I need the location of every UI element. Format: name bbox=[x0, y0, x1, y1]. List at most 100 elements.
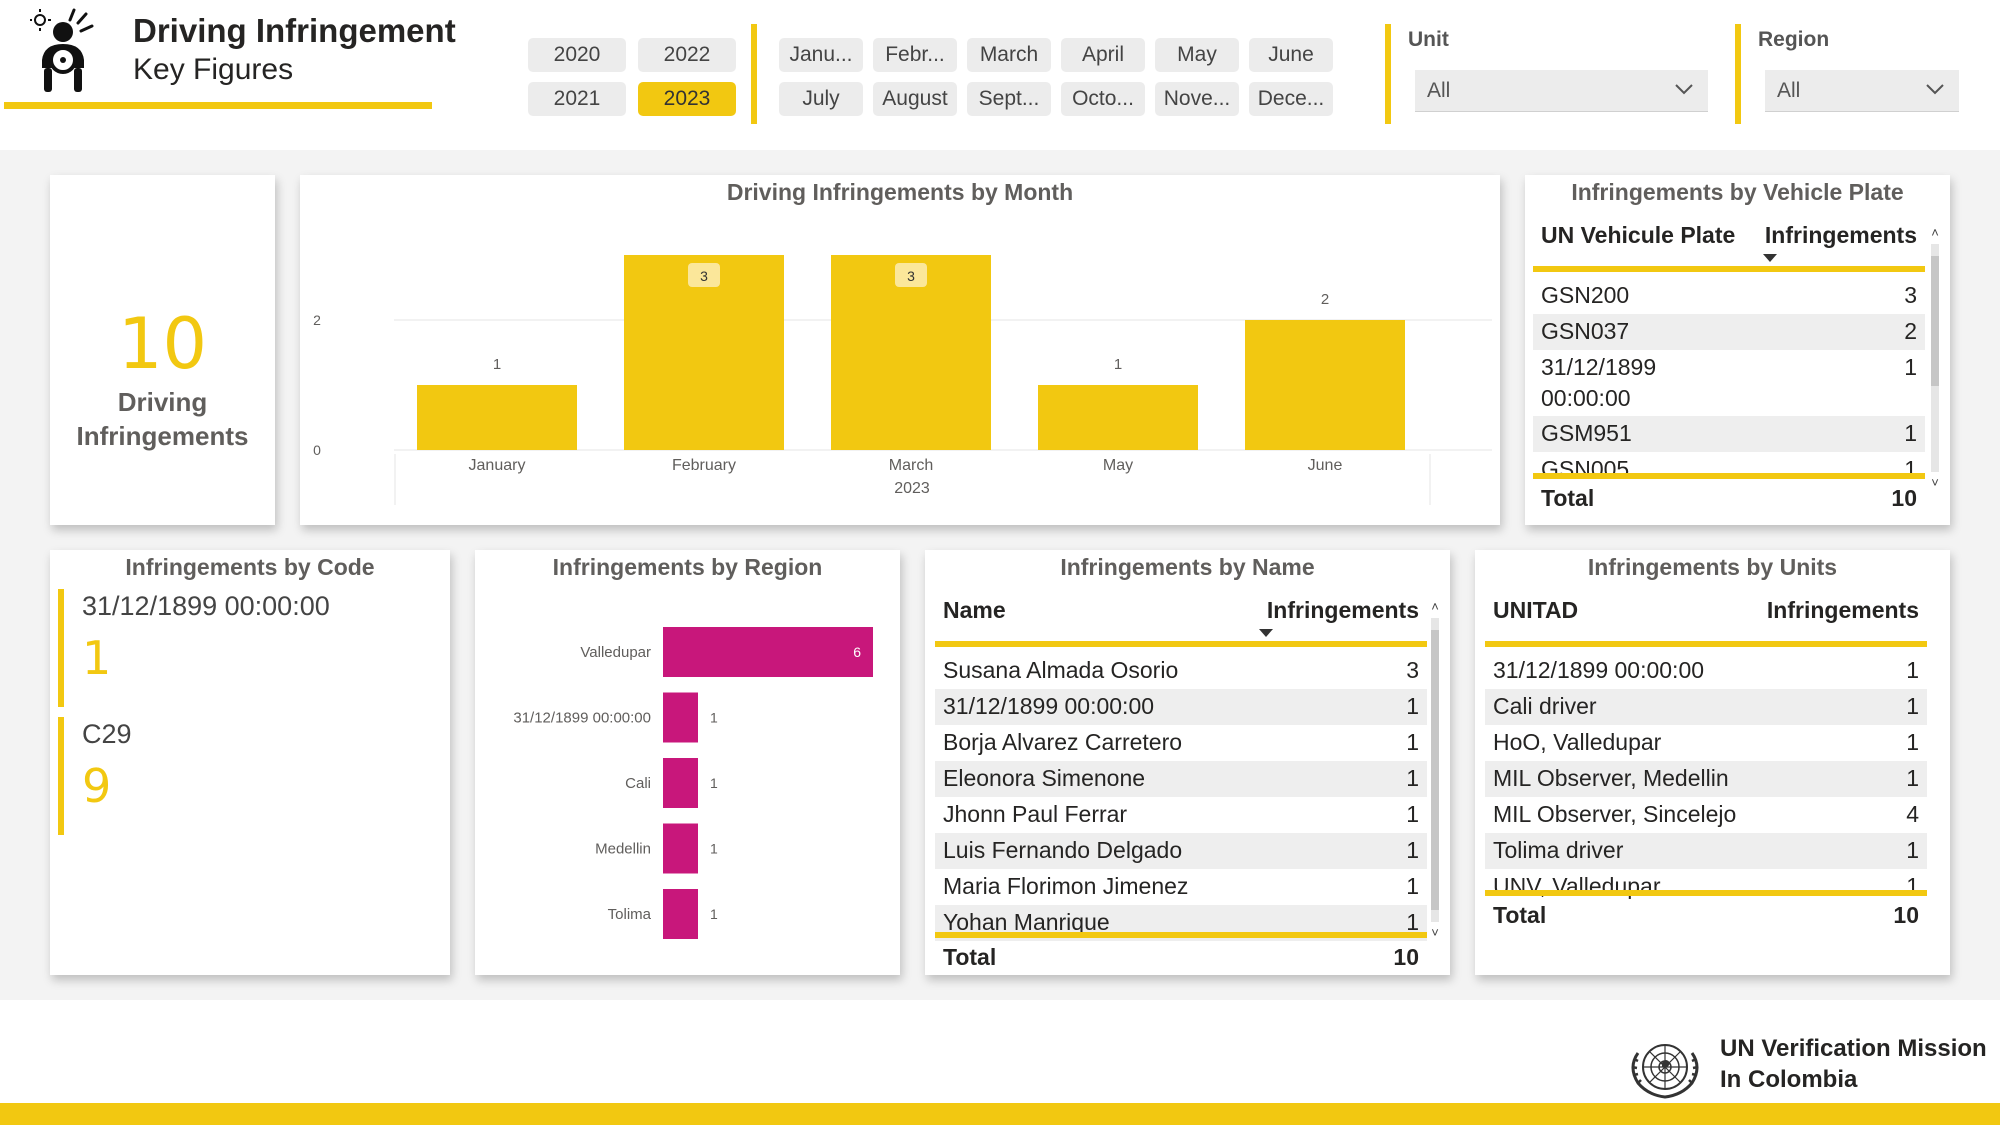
table-header: UN Vehicule Plate Infringements bbox=[1533, 212, 1925, 272]
region-bar[interactable] bbox=[663, 758, 698, 808]
y-tick-label: Medellin bbox=[595, 841, 651, 858]
report-title: Driving Infringement bbox=[133, 12, 456, 49]
bar-data-label: 3 bbox=[700, 268, 708, 284]
table-row[interactable]: Eleonora Simenone 1 bbox=[935, 761, 1427, 797]
column-header-infringements[interactable]: Infringements bbox=[1266, 597, 1419, 623]
scroll-thumb[interactable] bbox=[1431, 630, 1439, 910]
month-button[interactable]: July bbox=[779, 82, 863, 116]
row-label: Borja Alvarez Carretero bbox=[943, 729, 1183, 755]
month-chart-card: Driving Infringements by Month 0 2 1 Januar… bbox=[300, 175, 1500, 525]
table-row[interactable]: GSN037 2 bbox=[1533, 314, 1925, 350]
month-button[interactable]: April bbox=[1061, 38, 1145, 72]
month-bar[interactable] bbox=[417, 385, 577, 450]
code-card-title: Infringements by Code bbox=[125, 554, 375, 580]
month-button[interactable]: Nove... bbox=[1155, 82, 1239, 116]
bar-data-label: 1 bbox=[1114, 356, 1122, 373]
code-item[interactable]: 31/12/1899 00:00:00 1 bbox=[58, 589, 438, 707]
region-dropdown[interactable]: All bbox=[1765, 70, 1959, 112]
name-table-title: Infringements by Name bbox=[1060, 554, 1315, 580]
table-row[interactable]: MIL Observer, Sincelejo 4 bbox=[1485, 797, 1927, 833]
year-button[interactable]: 2022 bbox=[638, 38, 736, 72]
units-table: UNITAD Infringements 31/12/1899 00:00:00… bbox=[1485, 587, 1927, 957]
code-item[interactable]: C29 9 bbox=[58, 717, 438, 835]
plate-table-card: Infringements by Vehicle Plate UN Vehicu… bbox=[1525, 175, 1950, 525]
un-emblem-icon bbox=[1624, 1033, 1706, 1101]
month-button[interactable]: Sept... bbox=[967, 82, 1051, 116]
month-bar[interactable] bbox=[831, 255, 991, 450]
scroll-thumb[interactable] bbox=[1931, 256, 1939, 386]
row-label: MIL Observer, Medellin bbox=[1493, 765, 1729, 791]
scroll-down-icon[interactable]: ˅ bbox=[1431, 925, 1439, 940]
region-bar[interactable] bbox=[663, 889, 698, 939]
scroll-down-icon[interactable]: ˅ bbox=[1931, 475, 1939, 490]
driver-steering-wheel-icon bbox=[29, 8, 96, 94]
column-header-plate[interactable]: UN Vehicule Plate bbox=[1541, 222, 1736, 248]
table-row[interactable]: Susana Almada Osorio 3 bbox=[935, 653, 1427, 689]
month-button[interactable]: March bbox=[967, 38, 1051, 72]
table-scrollbar[interactable]: ˄ ˅ bbox=[1928, 226, 1942, 490]
year-button[interactable]: 2020 bbox=[528, 38, 626, 72]
x-tick-label: February bbox=[672, 457, 736, 474]
row-value: 1 bbox=[1406, 909, 1419, 935]
sort-desc-icon bbox=[1763, 254, 1777, 262]
code-count: 9 bbox=[82, 759, 112, 813]
sort-desc-icon bbox=[1259, 629, 1273, 637]
table-row[interactable]: Maria Florimon Jimenez 1 bbox=[935, 869, 1427, 905]
month-button[interactable]: Janu... bbox=[779, 38, 863, 72]
row-label: 31/12/1899 00:00:00 bbox=[1493, 657, 1705, 683]
table-row[interactable]: 31/12/1899 00:00:00 1 bbox=[935, 689, 1427, 725]
row-label: Susana Almada Osorio bbox=[943, 657, 1179, 683]
month-button[interactable]: August bbox=[873, 82, 957, 116]
month-button[interactable]: Dece... bbox=[1249, 82, 1333, 116]
row-value: 1 bbox=[1406, 801, 1419, 827]
month-button[interactable]: Febr... bbox=[873, 38, 957, 72]
table-row[interactable]: MIL Observer, Medellin 1 bbox=[1485, 761, 1927, 797]
table-row[interactable]: Luis Fernando Delgado 1 bbox=[935, 833, 1427, 869]
row-label: GSM951 bbox=[1541, 420, 1632, 446]
organization-name: UN Verification Mission bbox=[1720, 1035, 1987, 1062]
row-label: Eleonora Simenone bbox=[943, 765, 1146, 791]
accent-bar bbox=[58, 717, 64, 835]
total-value: 10 bbox=[1891, 485, 1917, 511]
table-row[interactable]: Borja Alvarez Carretero 1 bbox=[935, 725, 1427, 761]
month-button[interactable]: May bbox=[1155, 38, 1239, 72]
table-row[interactable]: GSM951 1 bbox=[1533, 416, 1925, 452]
row-label: Yohan Manrique bbox=[943, 909, 1110, 935]
column-header-unit[interactable]: UNITAD bbox=[1493, 597, 1579, 623]
scroll-up-icon[interactable]: ˄ bbox=[1431, 599, 1439, 614]
table-row[interactable]: HoO, Valledupar 1 bbox=[1485, 725, 1927, 761]
unit-dropdown[interactable]: All bbox=[1415, 70, 1708, 112]
column-header-name[interactable]: Name bbox=[943, 597, 1006, 623]
year-button[interactable]: 2023 bbox=[638, 82, 736, 116]
region-bar[interactable] bbox=[663, 692, 698, 743]
row-label: Luis Fernando Delgado bbox=[943, 837, 1183, 863]
footer-accent-bar bbox=[0, 1103, 2000, 1125]
month-bar[interactable] bbox=[1038, 385, 1198, 450]
month-button[interactable]: Octo... bbox=[1061, 82, 1145, 116]
scroll-up-icon[interactable]: ˄ bbox=[1931, 225, 1939, 240]
bar-data-label: 2 bbox=[1321, 291, 1329, 308]
table-row[interactable]: 31/12/1899 00:00:00 1 bbox=[1533, 350, 1925, 416]
table-scrollbar[interactable]: ˄ ˅ bbox=[1428, 600, 1442, 940]
table-row[interactable]: Jhonn Paul Ferrar 1 bbox=[935, 797, 1427, 833]
total-value: 10 bbox=[1893, 902, 1919, 928]
table-row[interactable]: Cali driver 1 bbox=[1485, 689, 1927, 725]
bar-data-label: 1 bbox=[710, 710, 718, 726]
region-bar[interactable] bbox=[663, 627, 873, 677]
row-value: 2 bbox=[1904, 318, 1917, 344]
y-tick-label: 2 bbox=[313, 312, 321, 328]
month-bar[interactable] bbox=[1245, 320, 1405, 450]
region-bar[interactable] bbox=[663, 823, 698, 874]
table-row[interactable]: 31/12/1899 00:00:00 1 bbox=[1485, 653, 1927, 689]
month-bar[interactable] bbox=[624, 255, 784, 450]
table-row[interactable]: GSN200 3 bbox=[1533, 278, 1925, 314]
month-button[interactable]: June bbox=[1249, 38, 1333, 72]
y-tick-label: Cali bbox=[625, 775, 651, 792]
column-header-infringements[interactable]: Infringements bbox=[1764, 222, 1917, 248]
year-button[interactable]: 2021 bbox=[528, 82, 626, 116]
table-row[interactable]: Tolima driver 1 bbox=[1485, 833, 1927, 869]
x-tick-label: May bbox=[1103, 457, 1133, 474]
y-tick-label: 0 bbox=[313, 442, 321, 458]
row-label: Jhonn Paul Ferrar bbox=[943, 801, 1128, 827]
column-header-infringements[interactable]: Infringements bbox=[1766, 597, 1919, 623]
